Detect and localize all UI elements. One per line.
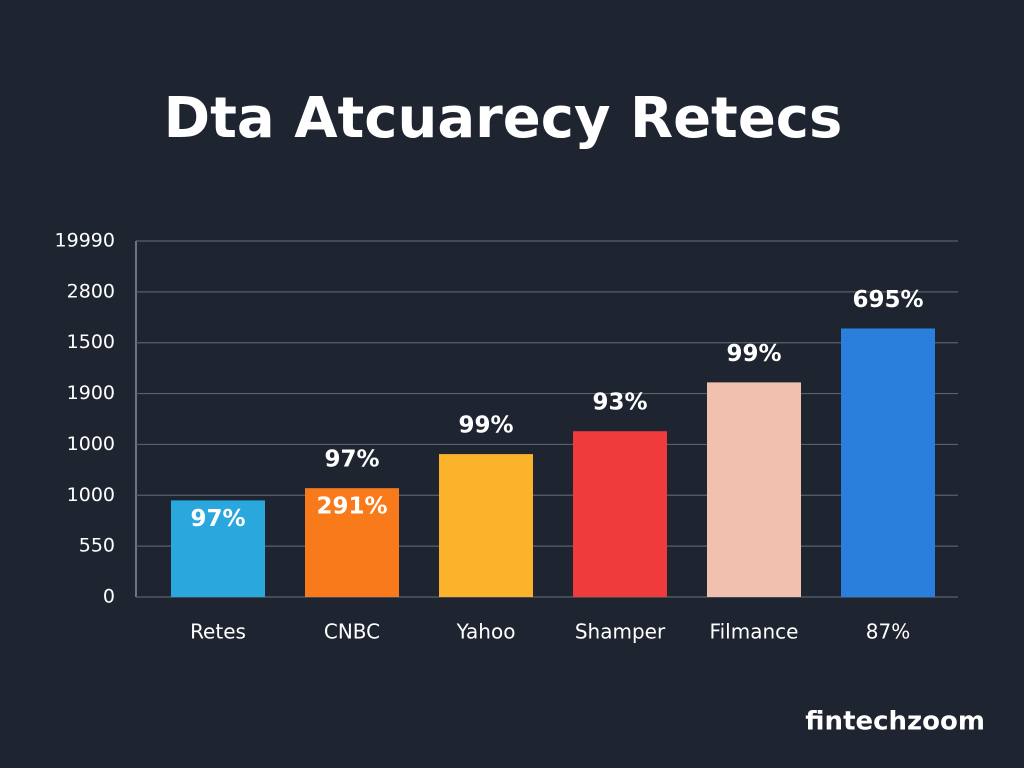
y-tick-label: 1500 [67, 331, 115, 353]
x-tick-label: Shamper [575, 620, 666, 644]
chart-title: Dta Atcuarecy Retecs [164, 86, 843, 151]
bar-annotation: 695% [852, 287, 923, 313]
bar [305, 488, 399, 597]
y-tick-label: 1000 [67, 484, 115, 506]
bar [841, 328, 935, 597]
y-tick-label: 2800 [67, 280, 115, 302]
y-tick-label: 19990 [55, 230, 115, 252]
bar-annotation: 99% [458, 413, 513, 439]
y-tick-label: 550 [79, 535, 115, 557]
bar-annotation: 99% [726, 341, 781, 367]
bar [439, 454, 533, 597]
x-tick-label: 87% [866, 620, 910, 644]
bar [171, 500, 265, 597]
bar [573, 431, 667, 597]
y-tick-label: 1000 [67, 433, 115, 455]
bar-annotation: 97% [190, 506, 245, 532]
x-tick-label: CNBC [324, 620, 380, 644]
bar-annotation: 291% [316, 494, 387, 520]
bar-annotation: 97% [324, 447, 379, 473]
x-tick-label: Yahoo [456, 620, 516, 644]
y-tick-label: 1900 [67, 382, 115, 404]
bar-annotation: 93% [592, 390, 647, 416]
y-tick-label: 0 [103, 586, 115, 608]
watermark: fintechzoom [805, 707, 985, 737]
x-tick-label: Filmance [710, 620, 799, 644]
bar [707, 382, 801, 597]
x-tick-label: Retes [190, 620, 246, 644]
